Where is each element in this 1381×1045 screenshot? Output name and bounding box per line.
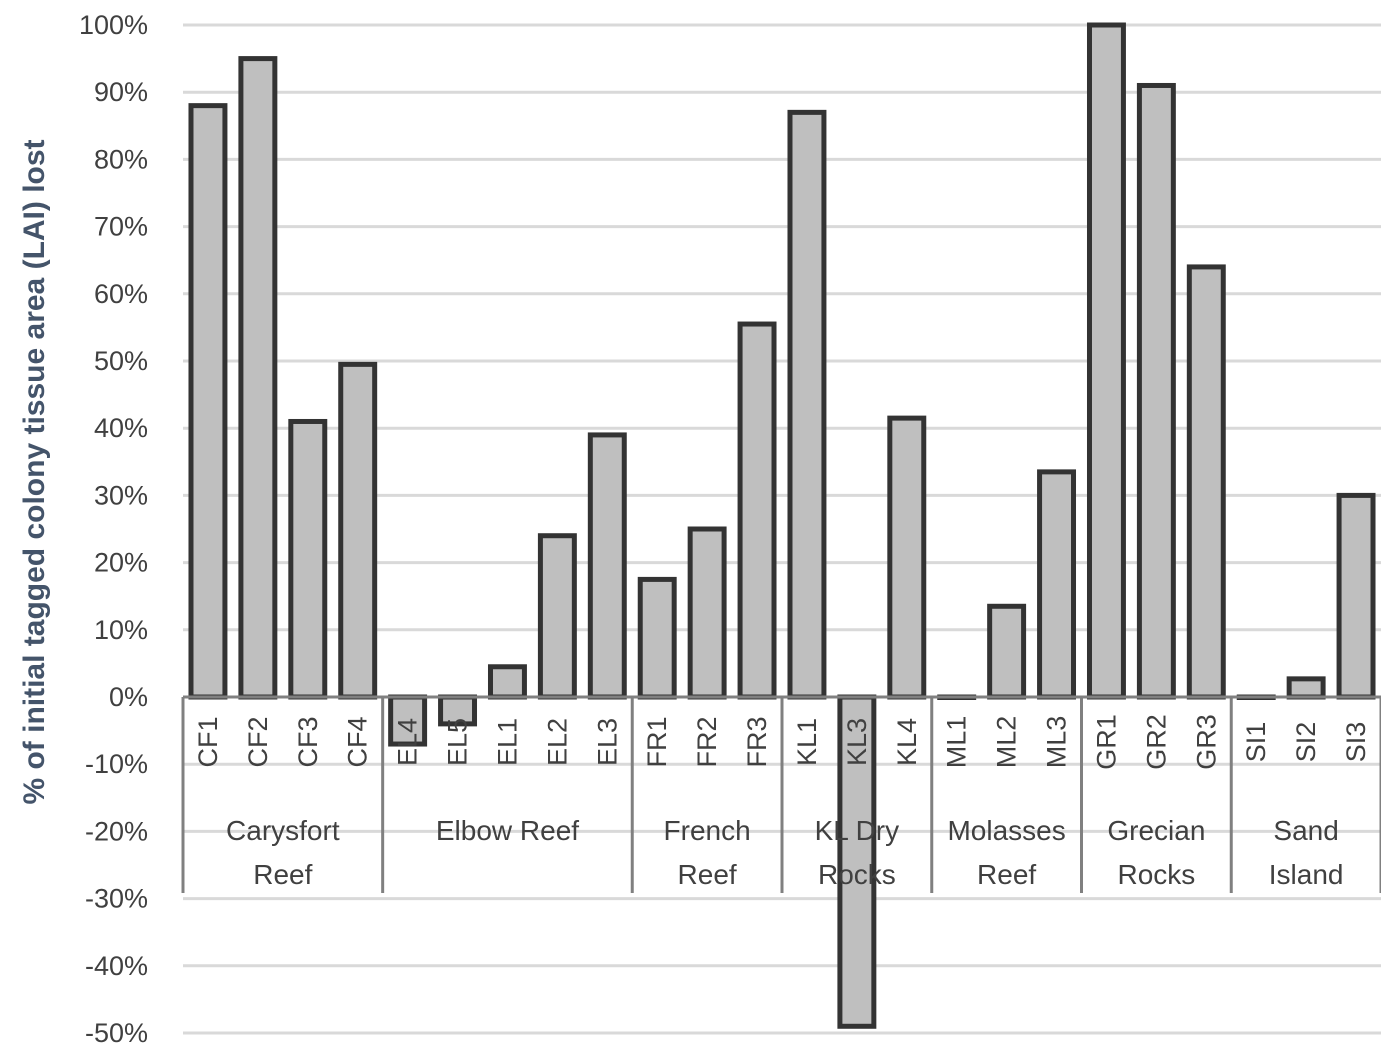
bar-ml2 [987, 603, 1027, 700]
group-label: Grecian [1107, 815, 1205, 846]
bar-kl4 [887, 415, 927, 700]
x-tick-label: ML2 [992, 716, 1022, 769]
group-label: Sand [1273, 815, 1338, 846]
bar-cf4 [338, 361, 378, 700]
group-label: Reef [253, 859, 312, 890]
x-tick-label: CF4 [343, 716, 373, 767]
x-tick-label: EL2 [542, 718, 572, 766]
bar-cf1 [188, 103, 228, 700]
y-tick-label: 20% [94, 548, 148, 578]
y-tick-label: 50% [94, 346, 148, 376]
x-tick-label: EL1 [492, 718, 522, 766]
x-tick-label: SI2 [1291, 722, 1321, 763]
x-tick-label: EL4 [393, 718, 423, 766]
x-tick-label: GR3 [1191, 714, 1221, 770]
x-tick-label: KL4 [892, 718, 922, 766]
bar-el1 [487, 664, 527, 700]
group-label: Molasses [947, 815, 1065, 846]
x-tick-label: GR1 [1091, 714, 1121, 770]
x-tick-label: CF2 [243, 716, 273, 767]
group-label: KL Dry [815, 815, 900, 846]
group-label: Carysfort [226, 815, 340, 846]
y-tick-label: 60% [94, 279, 148, 309]
bar-el5 [438, 694, 478, 727]
group-label: Rocks [818, 859, 896, 890]
bar-gr1 [1086, 22, 1126, 700]
bar-el2 [537, 533, 577, 700]
y-tick-label: 40% [94, 413, 148, 443]
bar-fr2 [687, 526, 727, 700]
bar-gr3 [1186, 264, 1226, 700]
y-tick-label: 70% [94, 212, 148, 242]
bar-el4 [388, 694, 428, 747]
y-tick-label: -20% [85, 816, 148, 846]
group-label: Reef [678, 859, 737, 890]
y-tick-label: 100% [79, 10, 148, 40]
x-tick-label: CF1 [193, 716, 223, 767]
y-tick-label: 90% [94, 77, 148, 107]
bar-el3 [587, 432, 627, 700]
y-tick-label: 10% [94, 615, 148, 645]
x-tick-label: FR1 [642, 716, 672, 767]
y-tick-label: -50% [85, 1018, 148, 1045]
group-label: Island [1269, 859, 1344, 890]
x-tick-label: CF3 [293, 716, 323, 767]
y-tick-label: -30% [85, 884, 148, 914]
group-label: Elbow Reef [436, 815, 579, 846]
x-tick-label: SI1 [1241, 722, 1271, 763]
bar-cf3 [288, 418, 328, 700]
bar-kl3 [837, 694, 877, 1029]
bar-fr3 [737, 321, 777, 700]
x-tick-label: FR3 [742, 716, 772, 767]
x-tick-label: EL3 [592, 718, 622, 766]
group-label: Reef [977, 859, 1036, 890]
group-label: Rocks [1117, 859, 1195, 890]
bar-kl1 [787, 109, 827, 700]
group-label: French [664, 815, 751, 846]
x-tick-label: GR2 [1141, 714, 1171, 770]
y-tick-label: -10% [85, 749, 148, 779]
bar-si3 [1336, 492, 1376, 700]
bar-cf2 [238, 56, 278, 700]
bar-fr1 [637, 576, 677, 700]
bar-gr2 [1136, 82, 1176, 700]
x-tick-label: FR2 [692, 716, 722, 767]
y-axis-tick-labels: 100% 90% 80% 70% 60% 50% 40% 30% 20% 10% 0% -10% -20… [79, 10, 148, 1045]
y-tick-label: -40% [85, 951, 148, 981]
x-tick-label: KL3 [842, 718, 872, 766]
bar-ml3 [1037, 469, 1077, 700]
x-axis-tick-labels: CF1 CF2 CF3 CF4 EL4 EL5 EL1 EL2 EL3 FR1 FR2 FR3 KL1 K… [193, 714, 1371, 770]
y-tick-label: 80% [94, 144, 148, 174]
y-tick-label: 0% [109, 682, 148, 712]
x-tick-label: ML3 [1042, 716, 1072, 769]
category-axis [181, 695, 1381, 893]
bar-si2 [1286, 676, 1326, 700]
x-tick-label: EL5 [443, 718, 473, 766]
y-axis-label: % of initial tagged colony tissue area (… [18, 139, 51, 804]
y-tick-label: 30% [94, 480, 148, 510]
x-tick-label: SI3 [1341, 722, 1371, 763]
group-labels: Carysfort Reef Elbow Reef French Reef KL Dry R… [226, 815, 1343, 890]
x-tick-label: ML1 [942, 716, 972, 769]
x-tick-label: KL1 [792, 718, 822, 766]
